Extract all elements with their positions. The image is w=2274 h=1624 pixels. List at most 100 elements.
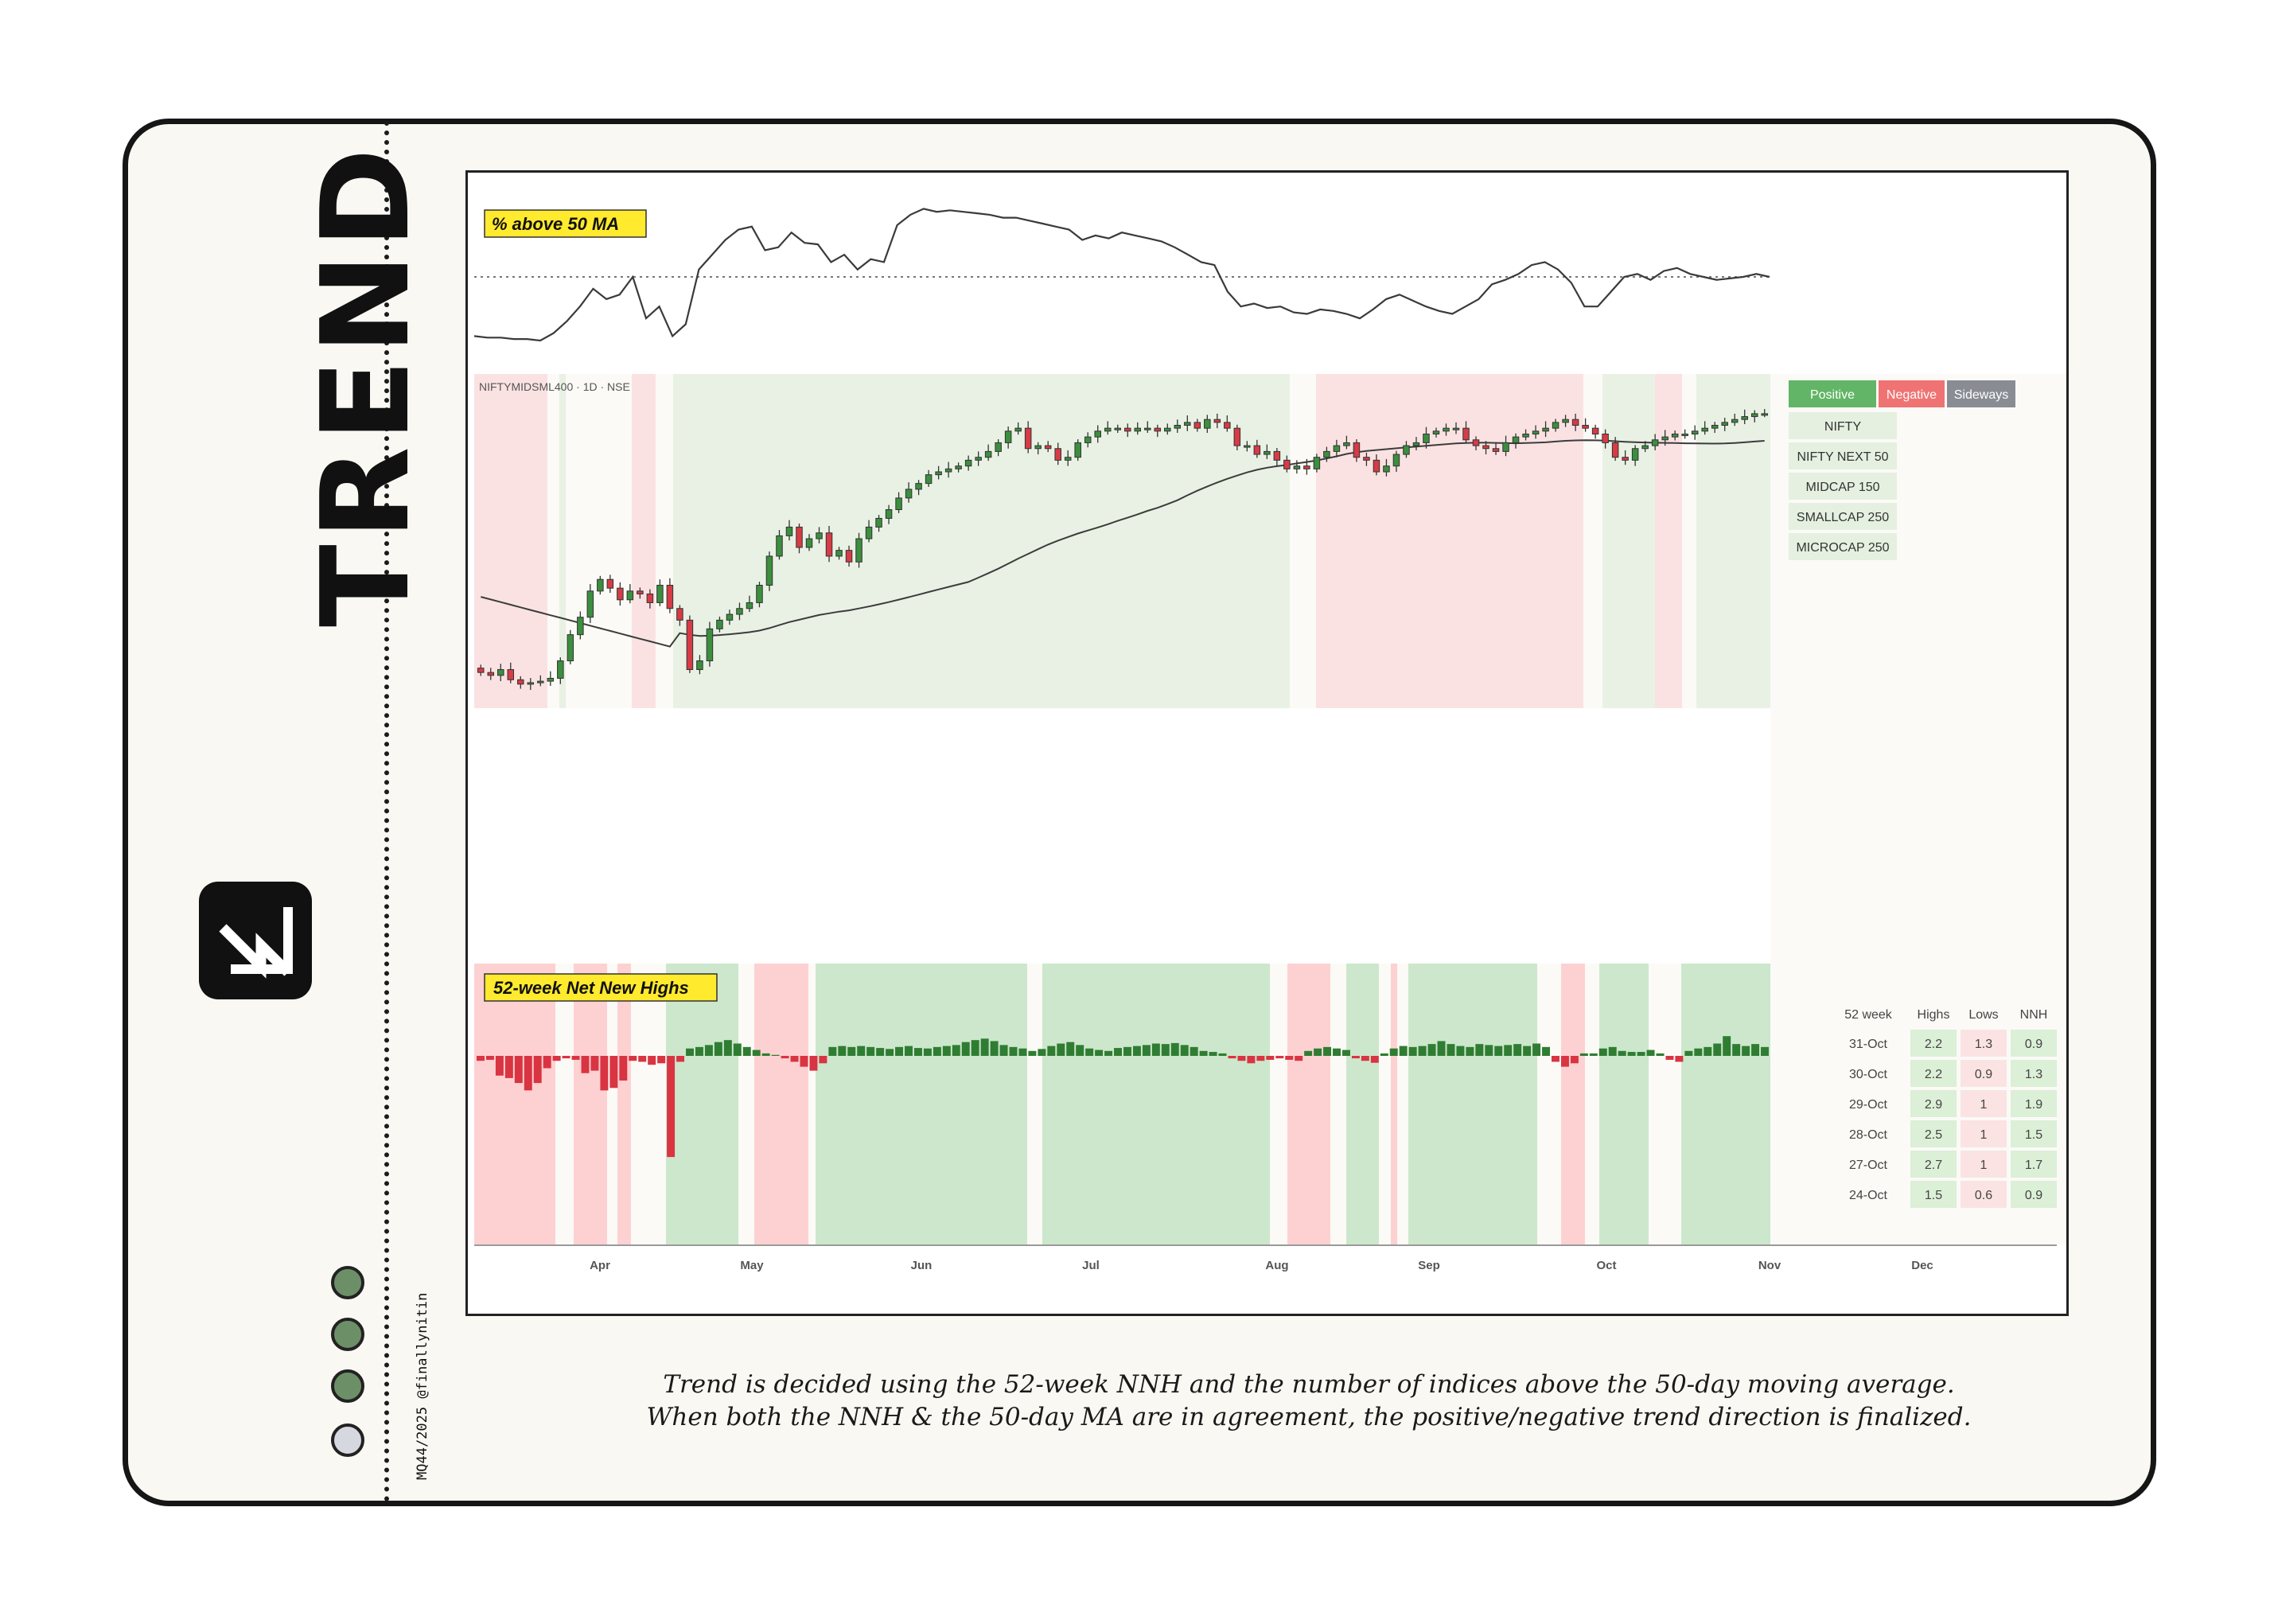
nnh-bar xyxy=(1285,1056,1294,1060)
nnh-bar xyxy=(1627,1052,1636,1056)
status-dot-4 xyxy=(331,1423,364,1457)
caption-line-2: When both the NNH & the 50-day MA are in… xyxy=(646,1403,1972,1431)
nnh-bar xyxy=(809,1056,818,1071)
nnh-band xyxy=(631,964,666,1244)
table-header: NNH xyxy=(2020,1008,2048,1022)
candle-body xyxy=(1502,442,1509,452)
table-cell: 1.3 xyxy=(2025,1068,2042,1081)
candle-body xyxy=(1522,433,1529,438)
nnh-bar xyxy=(1713,1043,1722,1056)
nnh-bar xyxy=(761,1053,770,1056)
index-row-label: NIFTY NEXT 50 xyxy=(1797,450,1889,464)
nnh-bar xyxy=(1552,1056,1559,1062)
candle-body xyxy=(666,585,674,609)
candle-body xyxy=(1651,439,1659,446)
table-header: Lows xyxy=(1968,1008,1998,1022)
candle-body xyxy=(1711,425,1719,429)
nnh-bar xyxy=(514,1056,523,1084)
candle-body xyxy=(1303,465,1310,469)
table-cell: 1.7 xyxy=(2025,1159,2042,1172)
nnh-label: 52-week Net New Highs xyxy=(493,978,689,998)
price-band xyxy=(632,374,656,708)
table-cell-bg xyxy=(1910,1030,1957,1057)
x-tick-label: Aug xyxy=(1265,1259,1288,1272)
nnh-bar xyxy=(533,1056,542,1084)
candle-body xyxy=(1054,448,1061,461)
candle-body xyxy=(1333,445,1341,452)
nnh-bar xyxy=(1076,1045,1084,1056)
candle-body xyxy=(1114,427,1121,430)
nnh-bar xyxy=(1361,1056,1369,1061)
table-cell: 2.9 xyxy=(1925,1098,1942,1112)
nnh-band xyxy=(738,964,754,1244)
candle-body xyxy=(537,680,544,683)
nnh-bar xyxy=(562,1056,570,1059)
candle-body xyxy=(1452,427,1460,430)
nnh-bar xyxy=(1028,1050,1037,1056)
page-title: TREND xyxy=(295,143,436,627)
dotted-divider xyxy=(384,121,389,1502)
nnh-bar xyxy=(961,1042,970,1056)
nnh-bar xyxy=(1275,1056,1284,1059)
table-cell-bg xyxy=(1910,1151,1957,1178)
candle-body xyxy=(477,668,485,673)
nnh-bar xyxy=(1351,1056,1360,1059)
candle-body xyxy=(1641,445,1649,450)
nnh-bar xyxy=(1341,1050,1350,1056)
ma-label-bg xyxy=(484,209,647,238)
candle-body xyxy=(577,617,584,636)
candle-body xyxy=(796,526,803,548)
nnh-bar xyxy=(676,1056,685,1062)
nnh-bar xyxy=(1009,1046,1018,1056)
candle-body xyxy=(567,634,574,662)
table-cell-bg xyxy=(2011,1060,2057,1087)
candle-body xyxy=(875,517,882,528)
candle-body xyxy=(1064,457,1072,461)
nnh-label-bg xyxy=(484,973,718,1002)
nnh-bar xyxy=(752,1050,761,1056)
candle-body xyxy=(1193,422,1201,429)
nnh-bar xyxy=(1399,1046,1408,1056)
nnh-bar xyxy=(1761,1046,1769,1056)
nnh-bar xyxy=(1142,1045,1151,1056)
nnh-band xyxy=(1537,964,1561,1244)
candle-body xyxy=(1602,433,1609,443)
nnh-bar xyxy=(1618,1050,1626,1056)
candle-body xyxy=(1701,427,1708,432)
table-cell: 2.2 xyxy=(1925,1038,1942,1051)
nnh-bar xyxy=(1380,1053,1388,1056)
nnh-bar xyxy=(971,1040,979,1056)
nnh-bar xyxy=(1447,1044,1455,1056)
nnh-bar xyxy=(1608,1046,1617,1056)
nnh-bar xyxy=(1598,1048,1607,1056)
candle-body xyxy=(1363,457,1370,461)
price-band xyxy=(1602,374,1655,708)
chart-panel: % above 50 MA NIFTYMIDSML400 · 1D · NSE … xyxy=(465,170,2069,1316)
nnh-band xyxy=(1599,964,1649,1244)
candle-body xyxy=(586,590,594,618)
candle-body xyxy=(1233,427,1241,446)
nnh-bar xyxy=(1132,1046,1141,1056)
candle-body xyxy=(975,457,982,461)
nnh-bar xyxy=(952,1045,960,1056)
nnh-bar xyxy=(1180,1045,1189,1056)
nnh-bar xyxy=(543,1056,551,1069)
nnh-band xyxy=(1027,964,1042,1244)
nnh-bar xyxy=(828,1046,837,1056)
price-band xyxy=(1316,374,1583,708)
nnh-band xyxy=(1681,964,1770,1244)
table-cell-bg xyxy=(2011,1120,2057,1147)
candle-body xyxy=(984,450,992,458)
index-row-label: NIFTY xyxy=(1824,420,1862,434)
candle-body xyxy=(686,619,694,670)
table-cell-bg xyxy=(1961,1120,2007,1147)
table-cell: 0.9 xyxy=(2025,1038,2042,1051)
candle-body xyxy=(1283,459,1291,469)
index-row-label: MICROCAP 250 xyxy=(1796,541,1889,555)
table-cell-bg xyxy=(1961,1030,2007,1057)
nnh-bar xyxy=(800,1056,808,1067)
price-band xyxy=(547,374,559,708)
table-header: Highs xyxy=(1918,1008,1950,1022)
price-band xyxy=(1655,374,1682,708)
status-dot-1 xyxy=(331,1266,364,1299)
